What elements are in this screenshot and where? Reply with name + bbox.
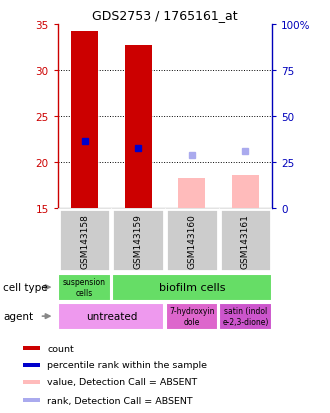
Text: GSM143158: GSM143158	[80, 213, 89, 268]
Text: satin (indol
e-2,3-dione): satin (indol e-2,3-dione)	[222, 307, 269, 326]
Bar	[23, 346, 40, 350]
Bar	[166, 210, 217, 271]
Text: percentile rank within the sample: percentile rank within the sample	[47, 361, 207, 370]
Bar	[23, 380, 40, 384]
Bar	[232, 176, 259, 209]
Bar	[113, 210, 164, 271]
Bar	[58, 274, 111, 301]
Text: rank, Detection Call = ABSENT: rank, Detection Call = ABSENT	[47, 396, 193, 405]
Bar	[220, 210, 271, 271]
Text: suspension
cells: suspension cells	[63, 278, 106, 297]
Bar	[166, 303, 218, 330]
Bar	[58, 303, 164, 330]
Text: count: count	[47, 344, 74, 353]
Bar	[112, 274, 272, 301]
Bar	[23, 398, 40, 402]
Text: value, Detection Call = ABSENT: value, Detection Call = ABSENT	[47, 377, 197, 387]
Text: GSM143161: GSM143161	[241, 213, 250, 268]
Text: untreated: untreated	[86, 311, 137, 321]
Bar	[23, 363, 40, 367]
Bar	[71, 32, 98, 209]
Text: agent: agent	[3, 311, 33, 321]
Text: biofilm cells: biofilm cells	[158, 282, 225, 292]
Bar	[59, 210, 110, 271]
Bar	[125, 46, 151, 209]
Text: 7-hydroxyin
dole: 7-hydroxyin dole	[169, 307, 214, 326]
Title: GDS2753 / 1765161_at: GDS2753 / 1765161_at	[92, 9, 238, 22]
Text: GSM143159: GSM143159	[134, 213, 143, 268]
Text: cell type: cell type	[3, 282, 48, 292]
Bar	[219, 303, 272, 330]
Bar	[179, 178, 205, 209]
Text: GSM143160: GSM143160	[187, 213, 196, 268]
